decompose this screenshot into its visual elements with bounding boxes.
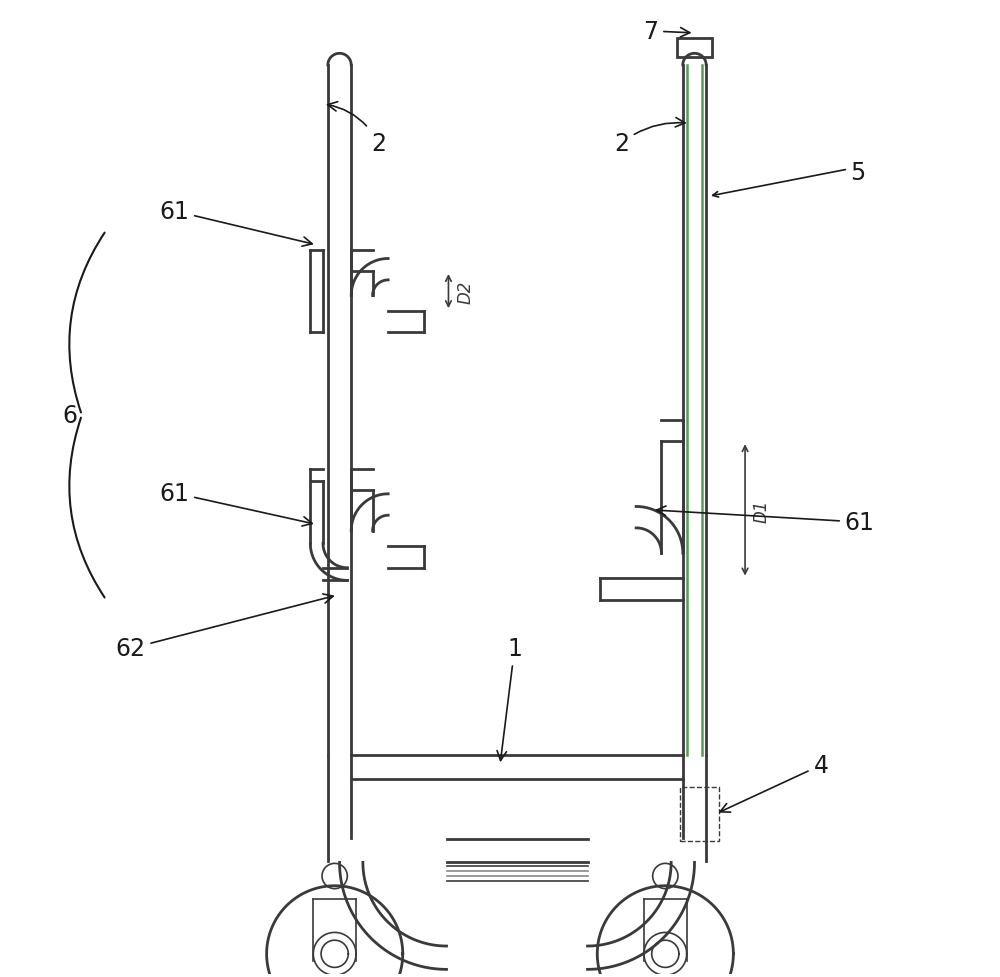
Text: D2: D2 xyxy=(456,280,474,304)
Text: 2: 2 xyxy=(328,103,386,155)
Bar xyxy=(680,787,719,840)
Text: 62: 62 xyxy=(115,594,333,660)
Text: 3: 3 xyxy=(0,976,1,977)
Text: 6: 6 xyxy=(63,404,78,428)
Text: 2: 2 xyxy=(614,118,685,155)
Bar xyxy=(677,39,712,59)
Text: 5: 5 xyxy=(850,161,865,185)
Text: 61: 61 xyxy=(159,199,312,247)
Text: D1: D1 xyxy=(753,498,771,522)
Text: 4: 4 xyxy=(720,753,828,812)
Text: 61: 61 xyxy=(656,506,875,534)
Text: 61: 61 xyxy=(159,482,312,527)
Text: 1: 1 xyxy=(497,637,522,761)
Text: 7: 7 xyxy=(643,20,690,44)
